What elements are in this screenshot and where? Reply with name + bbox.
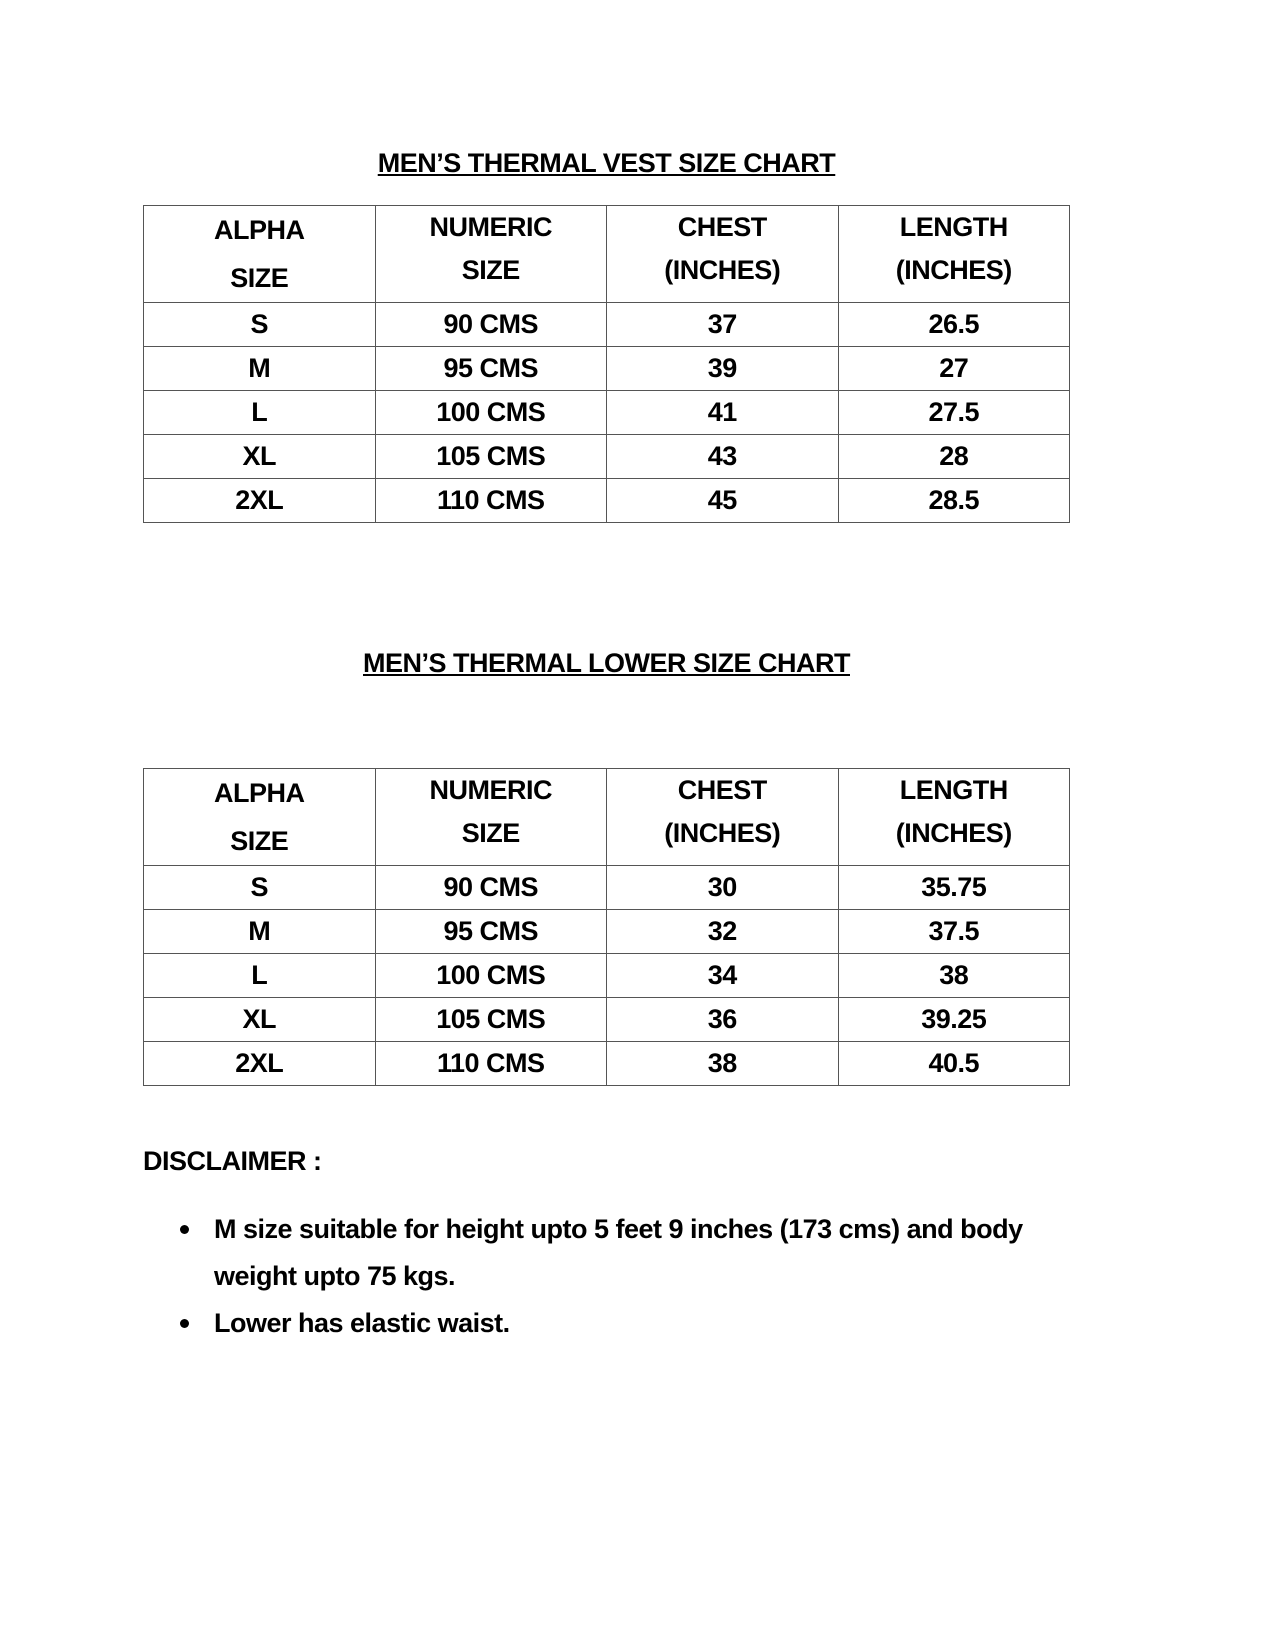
table-cell: 100 CMS bbox=[374, 953, 607, 998]
table-row: L 100 CMS 34 38 bbox=[143, 953, 1070, 998]
table-cell: 37.5 bbox=[837, 909, 1070, 954]
table-cell: 28.5 bbox=[837, 478, 1070, 523]
table-cell: 110 CMS bbox=[374, 478, 607, 523]
lower-size-table: ALPHA SIZE NUMERIC SIZE CHEST (INCHES) LENG… bbox=[143, 768, 1070, 1086]
table-cell: S bbox=[143, 302, 376, 347]
table-cell: 38 bbox=[837, 953, 1070, 998]
table-cell: 110 CMS bbox=[374, 1041, 607, 1086]
table-row: M 95 CMS 39 27 bbox=[143, 346, 1070, 391]
table-cell: 45 bbox=[606, 478, 839, 523]
header-row: ALPHA SIZE NUMERIC SIZE CHEST (INCHES) LENG… bbox=[143, 205, 1070, 303]
table-row: 2XL 110 CMS 38 40.5 bbox=[143, 1041, 1070, 1086]
table-cell: 38 bbox=[606, 1041, 839, 1086]
table-cell: 27 bbox=[837, 346, 1070, 391]
table-cell: 35.75 bbox=[837, 865, 1070, 910]
table-cell: 37 bbox=[606, 302, 839, 347]
column-header: LENGTH (INCHES) bbox=[837, 768, 1070, 866]
table-row: XL 105 CMS 43 28 bbox=[143, 434, 1070, 479]
table-cell: 105 CMS bbox=[374, 997, 607, 1042]
table-cell: 2XL bbox=[143, 1041, 376, 1086]
table-cell: L bbox=[143, 953, 376, 998]
table-cell: 41 bbox=[606, 390, 839, 435]
disclaimer-heading: DISCLAIMER : bbox=[143, 1146, 322, 1176]
column-header: ALPHA SIZE bbox=[143, 205, 376, 303]
table-cell: 105 CMS bbox=[374, 434, 607, 479]
table-cell: 95 CMS bbox=[374, 909, 607, 954]
table-cell: M bbox=[143, 346, 376, 391]
table-row: S 90 CMS 37 26.5 bbox=[143, 302, 1070, 347]
table-cell: 2XL bbox=[143, 478, 376, 523]
table-row: 2XL 110 CMS 45 28.5 bbox=[143, 478, 1070, 523]
table-cell: 34 bbox=[606, 953, 839, 998]
table-cell: 39.25 bbox=[837, 997, 1070, 1042]
table-cell: 40.5 bbox=[837, 1041, 1070, 1086]
lower-chart-title: MEN’S THERMAL LOWER SIZE CHART bbox=[363, 648, 851, 678]
disclaimer-item: M size suitable for height upto 5 feet 9… bbox=[180, 1206, 1080, 1300]
table-cell: 27.5 bbox=[837, 390, 1070, 435]
header-row: ALPHA SIZE NUMERIC SIZE CHEST (INCHES) LENG… bbox=[143, 768, 1070, 866]
disclaimer-text: Lower has elastic waist. bbox=[214, 1308, 510, 1338]
table-cell: 36 bbox=[606, 997, 839, 1042]
column-header: NUMERIC SIZE bbox=[374, 205, 607, 303]
bullet-icon bbox=[180, 1319, 189, 1328]
table-cell: 90 CMS bbox=[374, 865, 607, 910]
table-cell: 28 bbox=[837, 434, 1070, 479]
vest-size-table: ALPHA SIZE NUMERIC SIZE CHEST (INCHES) LENG… bbox=[143, 205, 1070, 523]
table-row: M 95 CMS 32 37.5 bbox=[143, 909, 1070, 954]
column-header: CHEST (INCHES) bbox=[606, 768, 839, 866]
table-cell: 90 CMS bbox=[374, 302, 607, 347]
column-header: NUMERIC SIZE bbox=[374, 768, 607, 866]
disclaimer-item: Lower has elastic waist. bbox=[180, 1300, 1080, 1347]
table-row: XL 105 CMS 36 39.25 bbox=[143, 997, 1070, 1042]
table-cell: 32 bbox=[606, 909, 839, 954]
table-cell: 39 bbox=[606, 346, 839, 391]
table-row: L 100 CMS 41 27.5 bbox=[143, 390, 1070, 435]
disclaimer-list: M size suitable for height upto 5 feet 9… bbox=[180, 1206, 1080, 1347]
table-cell: 100 CMS bbox=[374, 390, 607, 435]
table-row: S 90 CMS 30 35.75 bbox=[143, 865, 1070, 910]
vest-chart-title: MEN’S THERMAL VEST SIZE CHART bbox=[377, 148, 836, 178]
table-cell: M bbox=[143, 909, 376, 954]
table-cell: XL bbox=[143, 434, 376, 479]
table-cell: S bbox=[143, 865, 376, 910]
table-cell: 26.5 bbox=[837, 302, 1070, 347]
bullet-icon bbox=[180, 1225, 189, 1234]
table-cell: 43 bbox=[606, 434, 839, 479]
table-cell: L bbox=[143, 390, 376, 435]
disclaimer-text: M size suitable for height upto 5 feet 9… bbox=[214, 1214, 1023, 1291]
table-cell: 95 CMS bbox=[374, 346, 607, 391]
table-cell: 30 bbox=[606, 865, 839, 910]
column-header: LENGTH (INCHES) bbox=[837, 205, 1070, 303]
table-cell: XL bbox=[143, 997, 376, 1042]
column-header: ALPHA SIZE bbox=[143, 768, 376, 866]
column-header: CHEST (INCHES) bbox=[606, 205, 839, 303]
